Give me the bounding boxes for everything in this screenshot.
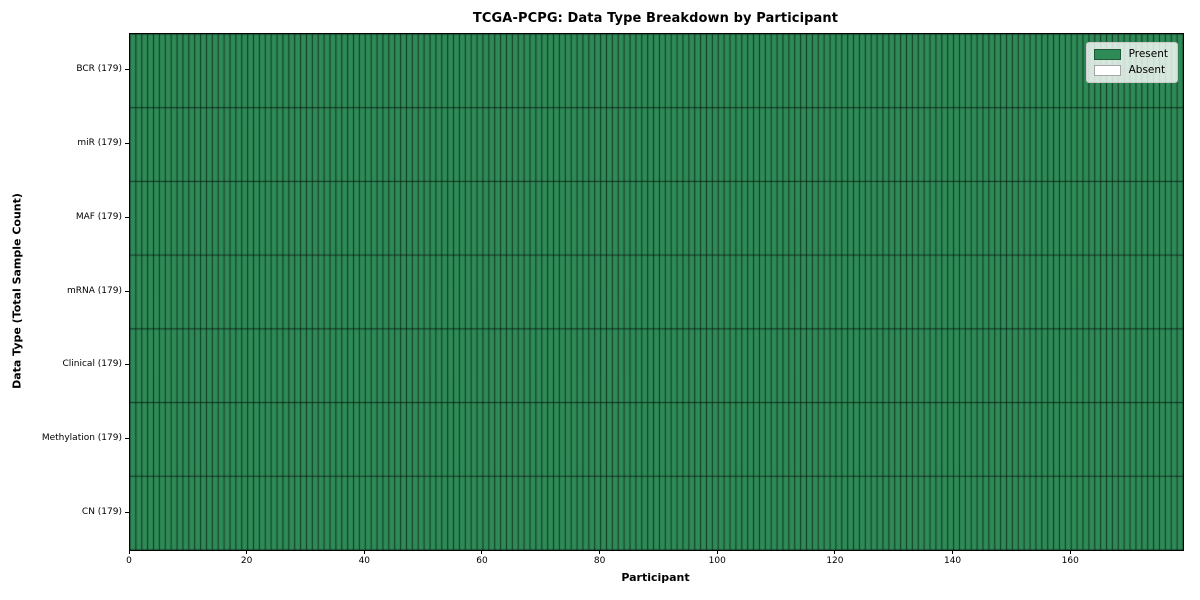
x-tick-mark xyxy=(481,550,483,554)
plot-area: Present Absent xyxy=(129,33,1184,551)
x-tick-mark xyxy=(246,550,248,554)
legend-label-present: Present xyxy=(1128,48,1168,61)
heatmap-canvas xyxy=(130,34,1183,550)
y-tick-mark xyxy=(125,290,129,292)
x-tick-mark xyxy=(834,550,836,554)
x-tick-label: 0 xyxy=(126,556,132,566)
x-tick-label: 40 xyxy=(358,556,371,566)
legend-label-absent: Absent xyxy=(1128,64,1166,77)
legend-item-present: Present xyxy=(1093,48,1168,61)
y-tick-label: Methylation (179) xyxy=(41,432,122,443)
y-tick-label: CN (179) xyxy=(81,506,122,517)
legend-swatch-present-icon xyxy=(1093,49,1121,60)
legend-item-absent: Absent xyxy=(1093,64,1168,77)
y-tick-label: miR (179) xyxy=(77,138,122,149)
x-tick-label: 100 xyxy=(708,556,726,566)
x-tick-mark xyxy=(363,550,365,554)
y-tick-mark xyxy=(125,69,129,71)
x-tick-mark xyxy=(128,550,130,554)
x-tick-mark xyxy=(1069,550,1071,554)
x-tick-mark xyxy=(599,550,601,554)
x-axis-label: Participant xyxy=(621,571,690,584)
y-tick-mark xyxy=(125,437,129,439)
x-tick-mark xyxy=(952,550,954,554)
chart-title: TCGA-PCPG: Data Type Breakdown by Partic… xyxy=(472,11,839,26)
legend-swatch-absent-icon xyxy=(1093,65,1121,76)
y-tick-mark xyxy=(125,364,129,366)
y-tick-label: mRNA (179) xyxy=(67,285,122,296)
x-tick-label: 160 xyxy=(1061,556,1079,566)
x-tick-mark xyxy=(716,550,718,554)
x-tick-label: 20 xyxy=(240,556,253,566)
y-tick-mark xyxy=(125,143,129,145)
y-tick-mark xyxy=(125,511,129,513)
x-tick-label: 60 xyxy=(476,556,488,566)
x-tick-label: 140 xyxy=(943,556,962,566)
y-tick-label: MAF (179) xyxy=(75,211,122,222)
y-tick-label: Clinical (179) xyxy=(62,359,122,370)
y-tick-label: BCR (179) xyxy=(76,64,122,75)
x-tick-label: 120 xyxy=(826,556,844,566)
legend: Present Absent xyxy=(1085,42,1178,83)
x-tick-label: 80 xyxy=(593,556,606,566)
y-tick-mark xyxy=(125,216,129,218)
